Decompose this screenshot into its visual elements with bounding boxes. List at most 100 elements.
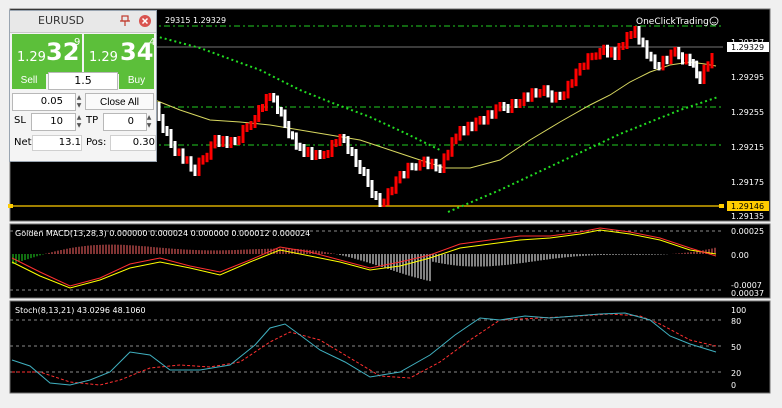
- candle: [241, 125, 245, 143]
- candle: [657, 62, 661, 71]
- smiley-icon-mouth: [711, 21, 717, 24]
- stop-loss-spinner[interactable]: ▲ ▼: [76, 114, 82, 129]
- candle: [554, 91, 558, 103]
- close-circle-icon[interactable]: [138, 14, 152, 28]
- candle: [450, 137, 454, 157]
- candle: [157, 102, 161, 121]
- candle: [665, 55, 669, 65]
- price-label: 1.29175: [731, 178, 764, 187]
- candle: [346, 136, 350, 154]
- lot-size-input[interactable]: 1.5: [48, 72, 118, 90]
- pos-label: Pos:: [86, 137, 107, 148]
- stoch-axis-label: 100: [731, 306, 746, 315]
- candle: [645, 40, 649, 59]
- level-handle[interactable]: [719, 204, 724, 208]
- main-chart-header: 29315 1.29329: [165, 16, 226, 25]
- candle: [462, 126, 466, 136]
- candle: [566, 80, 570, 99]
- macd-border: [9, 223, 771, 299]
- sell-button[interactable]: Sell: [12, 73, 46, 89]
- candle: [217, 135, 221, 147]
- candle: [606, 44, 609, 58]
- candle: [454, 133, 458, 145]
- candle: [582, 62, 586, 70]
- price-label: 1.29255: [731, 108, 764, 117]
- candle: [225, 136, 229, 148]
- uptrend-line[interactable]: [447, 96, 719, 213]
- level-handle[interactable]: [8, 204, 13, 208]
- candle: [590, 52, 594, 61]
- buy-quote[interactable]: 1.29 34 4: [84, 34, 156, 74]
- candle: [562, 91, 566, 100]
- macd-scale: [723, 224, 770, 298]
- candle: [249, 121, 253, 130]
- candle: [518, 99, 522, 108]
- close-all-button[interactable]: Close All: [85, 93, 154, 110]
- stoch-canvas[interactable]: [10, 301, 723, 393]
- candle: [279, 107, 283, 117]
- candle: [641, 37, 645, 48]
- candle: [302, 144, 306, 157]
- candle: [661, 55, 665, 71]
- candle: [213, 135, 217, 149]
- candle: [426, 156, 430, 170]
- candle: [681, 52, 684, 65]
- candle: [298, 142, 302, 151]
- stop-loss-field[interactable]: 10: [31, 113, 76, 131]
- candle: [390, 186, 394, 196]
- candle: [598, 48, 602, 60]
- stoch-scale: [723, 301, 770, 393]
- pin-icon[interactable]: [118, 14, 132, 28]
- candle: [550, 90, 554, 103]
- highlight-level-label: 1.29146: [731, 202, 764, 211]
- candle: [458, 126, 462, 141]
- panel-header: EURUSD: [10, 11, 156, 33]
- candle: [446, 149, 450, 161]
- candle: [574, 68, 578, 87]
- downtrend-line[interactable]: [154, 35, 441, 151]
- take-profit-spinner[interactable]: ▲ ▼: [146, 114, 152, 129]
- candle: [197, 157, 201, 176]
- candle: [177, 148, 181, 156]
- candle: [264, 94, 268, 111]
- lot-step-spinner[interactable]: ▲ ▼: [76, 94, 82, 109]
- candle: [185, 156, 189, 164]
- candle: [609, 47, 613, 58]
- candle: [514, 99, 518, 108]
- candle: [354, 149, 358, 167]
- candle: [629, 31, 633, 39]
- buy-price-fraction: 4: [149, 37, 156, 48]
- candle: [237, 136, 241, 145]
- candle: [538, 89, 542, 98]
- candle: [490, 110, 494, 119]
- buy-price-prefix: 1.29: [89, 50, 118, 65]
- macd-axis-label: 0.00025: [731, 227, 764, 236]
- candle: [410, 162, 414, 171]
- lot-step-field[interactable]: 0.05: [12, 93, 76, 111]
- candle: [502, 102, 506, 111]
- candle: [649, 51, 653, 62]
- candle: [386, 188, 390, 206]
- candle: [474, 117, 478, 132]
- candle: [613, 47, 617, 60]
- price-label: 1.29215: [731, 143, 764, 152]
- candle: [370, 180, 374, 198]
- buy-button[interactable]: Buy: [119, 73, 154, 89]
- candle: [418, 160, 422, 171]
- sell-quote[interactable]: 1.29 32 9: [12, 34, 82, 74]
- candle: [310, 147, 314, 160]
- candle: [637, 26, 641, 45]
- candle: [486, 110, 490, 125]
- candle: [684, 53, 688, 65]
- candle: [669, 49, 673, 65]
- candle: [494, 104, 498, 119]
- candle: [294, 132, 298, 150]
- candle: [578, 63, 582, 76]
- candle: [342, 134, 346, 143]
- take-profit-field[interactable]: 0: [103, 113, 147, 131]
- candle: [602, 44, 606, 55]
- macd-title: Golden MACD(13,28,3) 0.000000 0.000024 0…: [15, 229, 310, 238]
- candle: [378, 193, 382, 207]
